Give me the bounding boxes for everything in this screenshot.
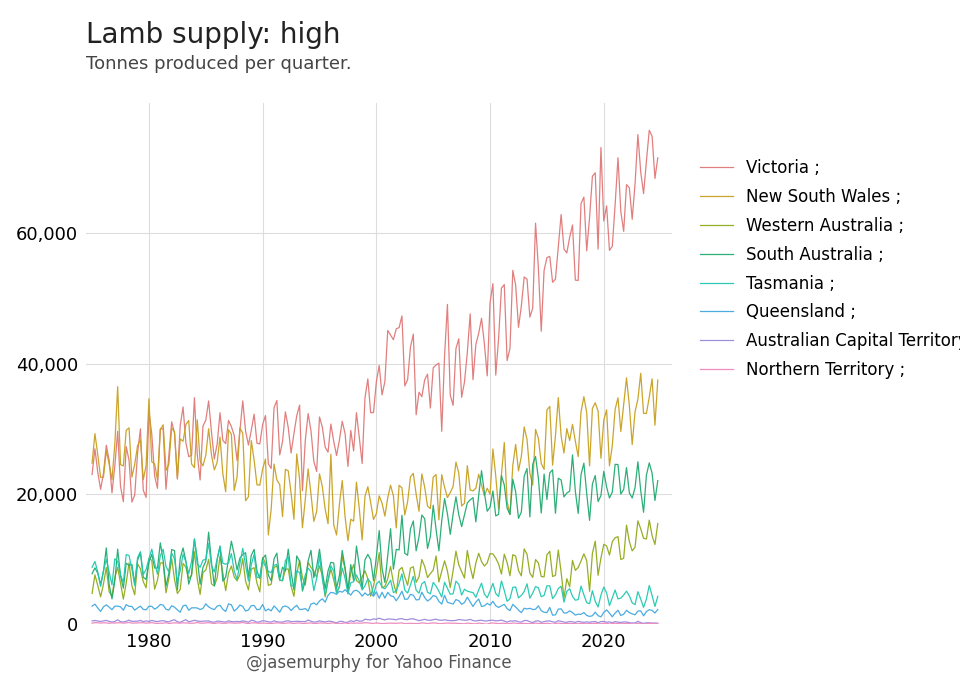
New South Wales ; <box>627 440 638 449</box>
Victoria ; <box>194 476 205 484</box>
Northern Territory ; <box>109 619 121 627</box>
Tasmania ; <box>652 592 663 600</box>
Line: Western Australia ;: Western Australia ; <box>92 520 658 599</box>
Line: Australian Capital Territory ;: Australian Capital Territory ; <box>92 618 658 624</box>
Australian Capital Territory ; <box>627 619 638 627</box>
Western Australia ; <box>607 538 618 546</box>
South Australia ; <box>194 580 205 589</box>
Western Australia ; <box>643 516 655 524</box>
Tasmania ; <box>607 594 618 602</box>
Australian Capital Territory ; <box>120 617 132 626</box>
New South Wales ; <box>86 459 98 467</box>
South Australia ; <box>112 545 124 554</box>
Text: @jasemurphy for Yahoo Finance: @jasemurphy for Yahoo Finance <box>247 654 512 672</box>
Northern Territory ; <box>240 619 252 627</box>
Victoria ; <box>86 471 98 479</box>
Queensland ; <box>237 602 249 611</box>
Australian Capital Territory ; <box>607 619 618 627</box>
New South Wales ; <box>120 426 132 434</box>
Western Australia ; <box>123 559 134 567</box>
Tasmania ; <box>627 599 638 607</box>
Western Australia ; <box>117 595 129 603</box>
Northern Territory ; <box>607 619 618 628</box>
Northern Territory ; <box>637 620 649 628</box>
Northern Territory ; <box>652 619 663 628</box>
Victoria ; <box>652 154 663 162</box>
Line: Northern Territory ;: Northern Territory ; <box>92 622 658 624</box>
Queensland ; <box>595 613 607 621</box>
New South Wales ; <box>607 441 618 449</box>
South Australia ; <box>107 595 118 603</box>
Tasmania ; <box>86 563 98 571</box>
Victoria ; <box>240 427 252 435</box>
Text: Lamb supply: high: Lamb supply: high <box>86 21 341 49</box>
Northern Territory ; <box>123 618 134 626</box>
Tasmania ; <box>120 550 132 558</box>
New South Wales ; <box>237 429 249 437</box>
Australian Capital Territory ; <box>637 619 649 628</box>
South Australia ; <box>630 484 641 492</box>
Victoria ; <box>643 126 655 134</box>
New South Wales ; <box>109 440 121 448</box>
Tasmania ; <box>194 563 205 571</box>
Western Australia ; <box>194 590 205 598</box>
Northern Territory ; <box>194 619 205 627</box>
Victoria ; <box>627 215 638 224</box>
Queensland ; <box>86 602 98 611</box>
South Australia ; <box>652 477 663 485</box>
Queensland ; <box>630 611 641 619</box>
Line: New South Wales ;: New South Wales ; <box>92 373 658 541</box>
Tasmania ; <box>240 561 252 569</box>
Western Australia ; <box>109 573 121 582</box>
Northern Territory ; <box>120 619 132 627</box>
Western Australia ; <box>652 519 663 528</box>
Queensland ; <box>109 602 121 611</box>
Queensland ; <box>610 609 621 617</box>
Australian Capital Territory ; <box>237 617 249 625</box>
Queensland ; <box>652 605 663 613</box>
Tasmania ; <box>109 555 121 563</box>
South Australia ; <box>240 549 252 557</box>
Line: Tasmania ;: Tasmania ; <box>92 539 658 607</box>
South Australia ; <box>566 451 578 459</box>
Australian Capital Territory ; <box>652 619 663 627</box>
Western Australia ; <box>240 577 252 585</box>
Victoria ; <box>109 462 121 470</box>
New South Wales ; <box>342 536 353 545</box>
Australian Capital Territory ; <box>373 614 385 622</box>
Western Australia ; <box>627 547 638 555</box>
Tasmania ; <box>189 535 201 543</box>
Queensland ; <box>339 586 350 594</box>
Australian Capital Territory ; <box>191 617 203 625</box>
Northern Territory ; <box>86 619 98 627</box>
Northern Territory ; <box>627 620 638 628</box>
South Australia ; <box>123 561 134 569</box>
Text: Tonnes produced per quarter.: Tonnes produced per quarter. <box>86 55 352 73</box>
New South Wales ; <box>635 369 646 377</box>
Victoria ; <box>607 242 618 250</box>
Victoria ; <box>120 442 132 451</box>
New South Wales ; <box>652 376 663 384</box>
Line: Queensland ;: Queensland ; <box>92 590 658 617</box>
South Australia ; <box>86 569 98 578</box>
Line: South Australia ;: South Australia ; <box>92 455 658 599</box>
Line: Victoria ;: Victoria ; <box>92 130 658 502</box>
Tasmania ; <box>637 603 649 611</box>
New South Wales ; <box>191 416 203 424</box>
Queensland ; <box>191 604 203 612</box>
Queensland ; <box>120 600 132 608</box>
Legend: Victoria ;, New South Wales ;, Western Australia ;, South Australia ;, Tasmania : Victoria ;, New South Wales ;, Western A… <box>700 159 960 379</box>
Australian Capital Territory ; <box>109 617 121 626</box>
Western Australia ; <box>86 589 98 598</box>
South Australia ; <box>610 460 621 469</box>
Australian Capital Territory ; <box>86 617 98 625</box>
Victoria ; <box>126 498 137 506</box>
